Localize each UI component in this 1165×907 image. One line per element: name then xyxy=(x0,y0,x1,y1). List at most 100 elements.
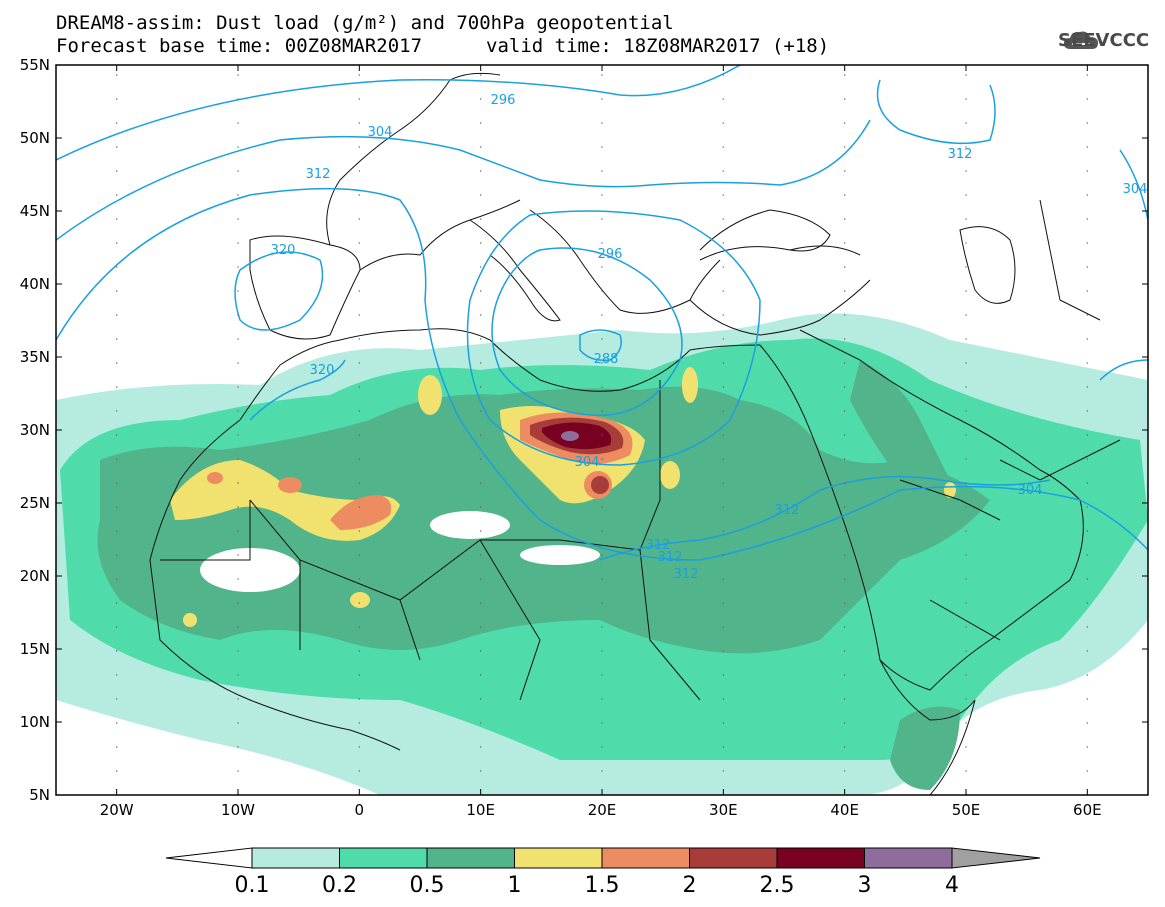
contour-label: 320 xyxy=(310,363,335,378)
contour-label: 304 xyxy=(1018,483,1043,498)
grid-dot xyxy=(843,554,846,556)
grid-dot xyxy=(358,218,361,220)
grid-dot xyxy=(843,578,846,580)
grid-dot xyxy=(843,650,846,652)
lat-tick-label: 30N xyxy=(20,421,50,439)
contour-label: 288 xyxy=(594,352,619,367)
lon-tick-label: 60E xyxy=(1073,801,1102,819)
grid-dot xyxy=(479,434,482,436)
grid-dot xyxy=(115,338,118,340)
grid-dot xyxy=(237,434,239,436)
grid-dot xyxy=(479,194,482,196)
lon-tick-label: 50E xyxy=(952,801,981,819)
grid-dot xyxy=(358,122,361,124)
grid-dot xyxy=(1086,578,1089,580)
grid-dot xyxy=(1086,386,1089,388)
grid-dot xyxy=(358,410,361,412)
contour-label: 304 xyxy=(1123,182,1148,197)
grid-dot xyxy=(237,602,239,604)
grid-dot xyxy=(237,626,239,628)
grid-dot xyxy=(722,338,725,340)
grid-dot xyxy=(479,482,482,484)
grid-dot xyxy=(722,530,725,532)
grid-dot xyxy=(601,74,603,76)
grid-dot xyxy=(479,170,482,172)
colorbar-label: 0.1 xyxy=(235,873,270,898)
colorbar-label: 2 xyxy=(683,873,697,898)
grid-dot xyxy=(115,602,118,604)
dust-level-1 xyxy=(944,482,956,498)
lat-tick-label: 15N xyxy=(20,640,50,658)
grid-dot xyxy=(479,314,482,316)
grid-dot xyxy=(1086,650,1089,652)
grid-dot xyxy=(479,218,482,220)
grid-dot xyxy=(1086,362,1089,364)
grid-dot xyxy=(965,74,967,76)
grid-dot xyxy=(843,746,846,748)
grid-dot xyxy=(843,434,846,436)
dust-level-0.5 xyxy=(850,360,960,503)
grid-dot xyxy=(358,626,361,628)
grid-dot xyxy=(722,194,725,196)
grid-dot xyxy=(237,242,239,244)
contour-label: 304 xyxy=(368,125,393,140)
grid-dot xyxy=(115,506,118,508)
dust-level-1.5 xyxy=(330,495,392,530)
grid-dot xyxy=(358,554,361,556)
grid-dot xyxy=(601,650,603,652)
dust-level-1 xyxy=(682,367,698,403)
grid-dot xyxy=(965,314,967,316)
grid-dot xyxy=(1086,146,1089,148)
grid-dot xyxy=(1086,674,1089,676)
grid-dot xyxy=(722,626,725,628)
grid-dot xyxy=(115,242,118,244)
contour-label: 312 xyxy=(646,538,671,553)
grid-dot xyxy=(479,410,482,412)
grid-dot xyxy=(115,146,118,148)
grid-dot xyxy=(1086,698,1089,700)
grid-dot xyxy=(358,146,361,148)
colorbar-high-arrow xyxy=(951,847,1041,869)
colorbar-swatch xyxy=(251,847,340,869)
grid-dot xyxy=(843,362,846,364)
grid-dot xyxy=(965,290,967,292)
grid-dot xyxy=(115,410,118,412)
grid-dot xyxy=(358,602,361,604)
grid-dot xyxy=(237,314,239,316)
dust-gap xyxy=(200,548,300,592)
grid-dot xyxy=(843,146,846,148)
grid-dot xyxy=(479,770,482,772)
grid-dot xyxy=(237,506,239,508)
grid-dot xyxy=(601,602,603,604)
grid-dot xyxy=(237,458,239,460)
dust-level-1 xyxy=(418,375,442,415)
grid-dot xyxy=(1086,554,1089,556)
grid-dot xyxy=(965,698,967,700)
lat-tick-label: 25N xyxy=(20,494,50,512)
lat-tick-label: 45N xyxy=(20,202,50,220)
grid-dot xyxy=(965,626,967,628)
colorbar-swatch xyxy=(864,847,953,869)
grid-dot xyxy=(479,530,482,532)
grid-dot xyxy=(722,434,725,436)
grid-dot xyxy=(601,746,603,748)
grid-dot xyxy=(479,554,482,556)
grid-dot xyxy=(1086,122,1089,124)
grid-dot xyxy=(1086,434,1089,436)
grid-dot xyxy=(843,218,846,220)
grid-dot xyxy=(358,434,361,436)
grid-dot xyxy=(479,122,482,124)
grid-dot xyxy=(601,506,603,508)
grid-dot xyxy=(237,410,239,412)
grid-dot xyxy=(479,146,482,148)
grid-dot xyxy=(722,722,725,724)
grid-dot xyxy=(358,362,361,364)
grid-dot xyxy=(1086,242,1089,244)
grid-dot xyxy=(358,194,361,196)
grid-dot xyxy=(843,170,846,172)
grid-dot xyxy=(722,482,725,484)
grid-dot xyxy=(479,338,482,340)
grid-dot xyxy=(115,218,118,220)
grid-dot xyxy=(601,194,603,196)
grid-dot xyxy=(237,338,239,340)
